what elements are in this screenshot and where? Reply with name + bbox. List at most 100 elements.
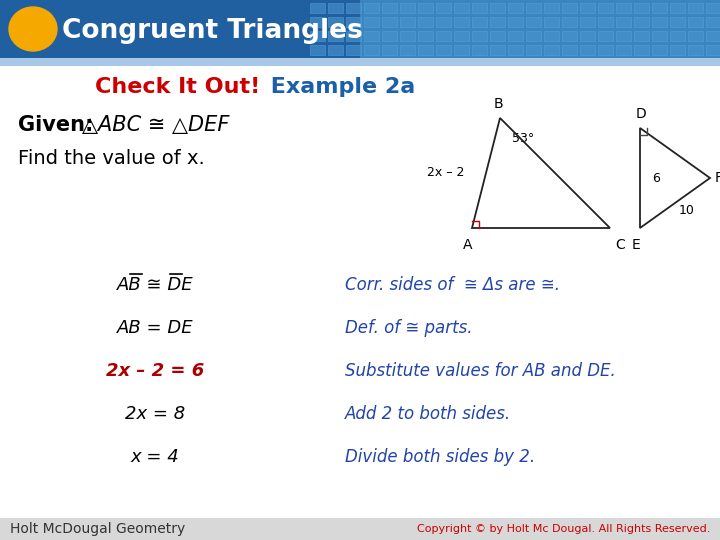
FancyBboxPatch shape <box>706 3 720 13</box>
Text: AB ≅ DE: AB ≅ DE <box>117 276 193 294</box>
Text: D: D <box>636 107 647 121</box>
FancyBboxPatch shape <box>328 17 343 27</box>
Text: Divide both sides by 2.: Divide both sides by 2. <box>345 448 535 466</box>
FancyBboxPatch shape <box>436 17 451 27</box>
Text: Add 2 to both sides.: Add 2 to both sides. <box>345 405 511 423</box>
FancyBboxPatch shape <box>562 31 577 41</box>
FancyBboxPatch shape <box>364 3 379 13</box>
FancyBboxPatch shape <box>580 45 595 55</box>
FancyBboxPatch shape <box>652 17 667 27</box>
FancyBboxPatch shape <box>346 3 361 13</box>
FancyBboxPatch shape <box>328 3 343 13</box>
FancyBboxPatch shape <box>580 3 595 13</box>
Text: B: B <box>493 97 503 111</box>
FancyBboxPatch shape <box>598 31 613 41</box>
FancyBboxPatch shape <box>490 17 505 27</box>
FancyBboxPatch shape <box>382 31 397 41</box>
FancyBboxPatch shape <box>400 17 415 27</box>
Text: Find the value of x.: Find the value of x. <box>18 148 204 167</box>
FancyBboxPatch shape <box>400 31 415 41</box>
Bar <box>0 518 720 540</box>
FancyBboxPatch shape <box>616 17 631 27</box>
FancyBboxPatch shape <box>328 31 343 41</box>
FancyBboxPatch shape <box>454 45 469 55</box>
Text: A: A <box>463 238 473 252</box>
FancyBboxPatch shape <box>490 3 505 13</box>
FancyBboxPatch shape <box>598 3 613 13</box>
FancyBboxPatch shape <box>472 3 487 13</box>
FancyBboxPatch shape <box>616 31 631 41</box>
Text: 6: 6 <box>652 172 660 185</box>
FancyBboxPatch shape <box>670 31 685 41</box>
Text: F: F <box>715 171 720 185</box>
Text: x = 4: x = 4 <box>130 448 179 466</box>
Text: 53°: 53° <box>512 132 534 145</box>
Text: E: E <box>631 238 640 252</box>
FancyBboxPatch shape <box>580 17 595 27</box>
FancyBboxPatch shape <box>598 17 613 27</box>
FancyBboxPatch shape <box>670 3 685 13</box>
Text: 2x = 8: 2x = 8 <box>125 405 185 423</box>
Text: 10: 10 <box>679 205 695 218</box>
FancyBboxPatch shape <box>508 45 523 55</box>
FancyBboxPatch shape <box>508 31 523 41</box>
FancyBboxPatch shape <box>688 45 703 55</box>
FancyBboxPatch shape <box>706 45 720 55</box>
FancyBboxPatch shape <box>544 31 559 41</box>
FancyBboxPatch shape <box>382 45 397 55</box>
FancyBboxPatch shape <box>544 45 559 55</box>
FancyBboxPatch shape <box>328 45 343 55</box>
Text: Substitute values for AB and DE.: Substitute values for AB and DE. <box>345 362 616 380</box>
Text: 2x – 2 = 6: 2x – 2 = 6 <box>106 362 204 380</box>
FancyBboxPatch shape <box>400 3 415 13</box>
FancyBboxPatch shape <box>310 45 325 55</box>
FancyBboxPatch shape <box>670 45 685 55</box>
FancyBboxPatch shape <box>418 31 433 41</box>
FancyBboxPatch shape <box>562 3 577 13</box>
FancyBboxPatch shape <box>652 31 667 41</box>
FancyBboxPatch shape <box>472 31 487 41</box>
FancyBboxPatch shape <box>616 45 631 55</box>
FancyBboxPatch shape <box>526 45 541 55</box>
FancyBboxPatch shape <box>652 45 667 55</box>
FancyBboxPatch shape <box>454 17 469 27</box>
FancyBboxPatch shape <box>382 3 397 13</box>
FancyBboxPatch shape <box>688 31 703 41</box>
Text: C: C <box>615 238 625 252</box>
FancyBboxPatch shape <box>562 17 577 27</box>
FancyBboxPatch shape <box>310 31 325 41</box>
FancyBboxPatch shape <box>670 17 685 27</box>
Bar <box>0 0 360 58</box>
FancyBboxPatch shape <box>436 31 451 41</box>
FancyBboxPatch shape <box>346 17 361 27</box>
FancyBboxPatch shape <box>364 31 379 41</box>
FancyBboxPatch shape <box>580 31 595 41</box>
FancyBboxPatch shape <box>436 45 451 55</box>
Text: Def. of ≅ parts.: Def. of ≅ parts. <box>345 319 472 337</box>
FancyBboxPatch shape <box>634 31 649 41</box>
FancyBboxPatch shape <box>688 3 703 13</box>
FancyBboxPatch shape <box>400 45 415 55</box>
FancyBboxPatch shape <box>616 3 631 13</box>
Text: Corr. sides of  ≅ Δs are ≅.: Corr. sides of ≅ Δs are ≅. <box>345 276 560 294</box>
FancyBboxPatch shape <box>526 31 541 41</box>
FancyBboxPatch shape <box>634 17 649 27</box>
FancyBboxPatch shape <box>310 3 325 13</box>
Text: Given:: Given: <box>18 115 101 135</box>
FancyBboxPatch shape <box>544 17 559 27</box>
FancyBboxPatch shape <box>562 45 577 55</box>
FancyBboxPatch shape <box>436 3 451 13</box>
FancyBboxPatch shape <box>526 17 541 27</box>
Text: Check It Out!: Check It Out! <box>95 77 260 97</box>
FancyBboxPatch shape <box>490 45 505 55</box>
Text: 2x – 2: 2x – 2 <box>427 166 464 179</box>
Text: △ABC ≅ △DEF: △ABC ≅ △DEF <box>82 115 230 135</box>
Text: AB = DE: AB = DE <box>117 319 193 337</box>
FancyBboxPatch shape <box>418 17 433 27</box>
FancyBboxPatch shape <box>526 3 541 13</box>
FancyBboxPatch shape <box>652 3 667 13</box>
Bar <box>360 0 720 58</box>
Ellipse shape <box>9 7 57 51</box>
FancyBboxPatch shape <box>490 31 505 41</box>
FancyBboxPatch shape <box>634 3 649 13</box>
